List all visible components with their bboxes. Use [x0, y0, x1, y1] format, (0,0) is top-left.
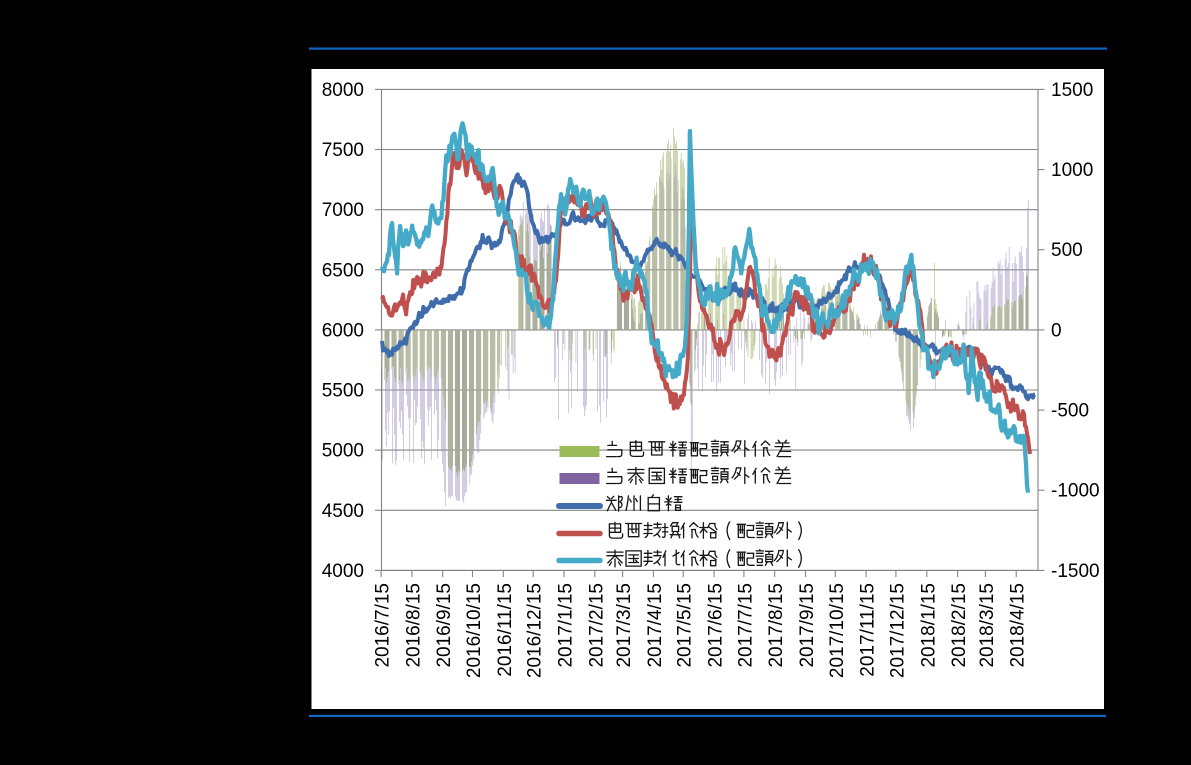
svg-text:2017/12/15: 2017/12/15: [887, 583, 908, 678]
svg-text:1500: 1500: [1051, 80, 1093, 101]
svg-text:2017/11/15: 2017/11/15: [858, 583, 879, 677]
svg-text:2017/2/15: 2017/2/15: [586, 583, 607, 668]
svg-text:2017/3/15: 2017/3/15: [614, 583, 635, 668]
svg-text:2016/7/15: 2016/7/15: [373, 583, 394, 668]
svg-text:2017/5/15: 2017/5/15: [675, 583, 696, 668]
svg-text:5000: 5000: [322, 441, 364, 462]
svg-text:-500: -500: [1051, 401, 1089, 422]
svg-text:0: 0: [1051, 320, 1062, 341]
svg-text:6000: 6000: [322, 320, 364, 341]
svg-text:-1000: -1000: [1051, 481, 1100, 502]
svg-text:2017/1/15: 2017/1/15: [556, 583, 577, 668]
svg-text:2017/6/15: 2017/6/15: [706, 583, 727, 668]
svg-text:2018/3/15: 2018/3/15: [977, 583, 998, 668]
svg-text:2016/10/15: 2016/10/15: [464, 583, 485, 678]
svg-text:7000: 7000: [322, 200, 364, 221]
svg-text:2017/7/15: 2017/7/15: [735, 583, 756, 668]
svg-text:2017/10/15: 2017/10/15: [827, 583, 848, 678]
svg-text:2016/9/15: 2016/9/15: [434, 583, 455, 668]
svg-text:-1500: -1500: [1051, 561, 1100, 582]
svg-text:2017/8/15: 2017/8/15: [766, 583, 787, 668]
svg-text:2018/4/15: 2018/4/15: [1008, 583, 1029, 668]
svg-text:4000: 4000: [322, 561, 364, 582]
svg-text:6500: 6500: [322, 260, 364, 281]
svg-text:7500: 7500: [322, 140, 364, 161]
svg-text:8000: 8000: [322, 80, 364, 101]
svg-text:2018/2/15: 2018/2/15: [949, 583, 970, 668]
svg-text:2016/8/15: 2016/8/15: [403, 583, 424, 668]
svg-text:2017/4/15: 2017/4/15: [645, 583, 666, 668]
svg-text:2016/12/15: 2016/12/15: [525, 583, 546, 678]
svg-text:5500: 5500: [322, 381, 364, 402]
svg-text:2017/9/15: 2017/9/15: [797, 583, 818, 668]
svg-text:1000: 1000: [1051, 160, 1093, 181]
svg-text:2018/1/15: 2018/1/15: [918, 583, 939, 668]
svg-text:2016/11/15: 2016/11/15: [495, 583, 516, 677]
svg-text:4500: 4500: [322, 501, 364, 522]
svg-text:500: 500: [1051, 240, 1083, 261]
